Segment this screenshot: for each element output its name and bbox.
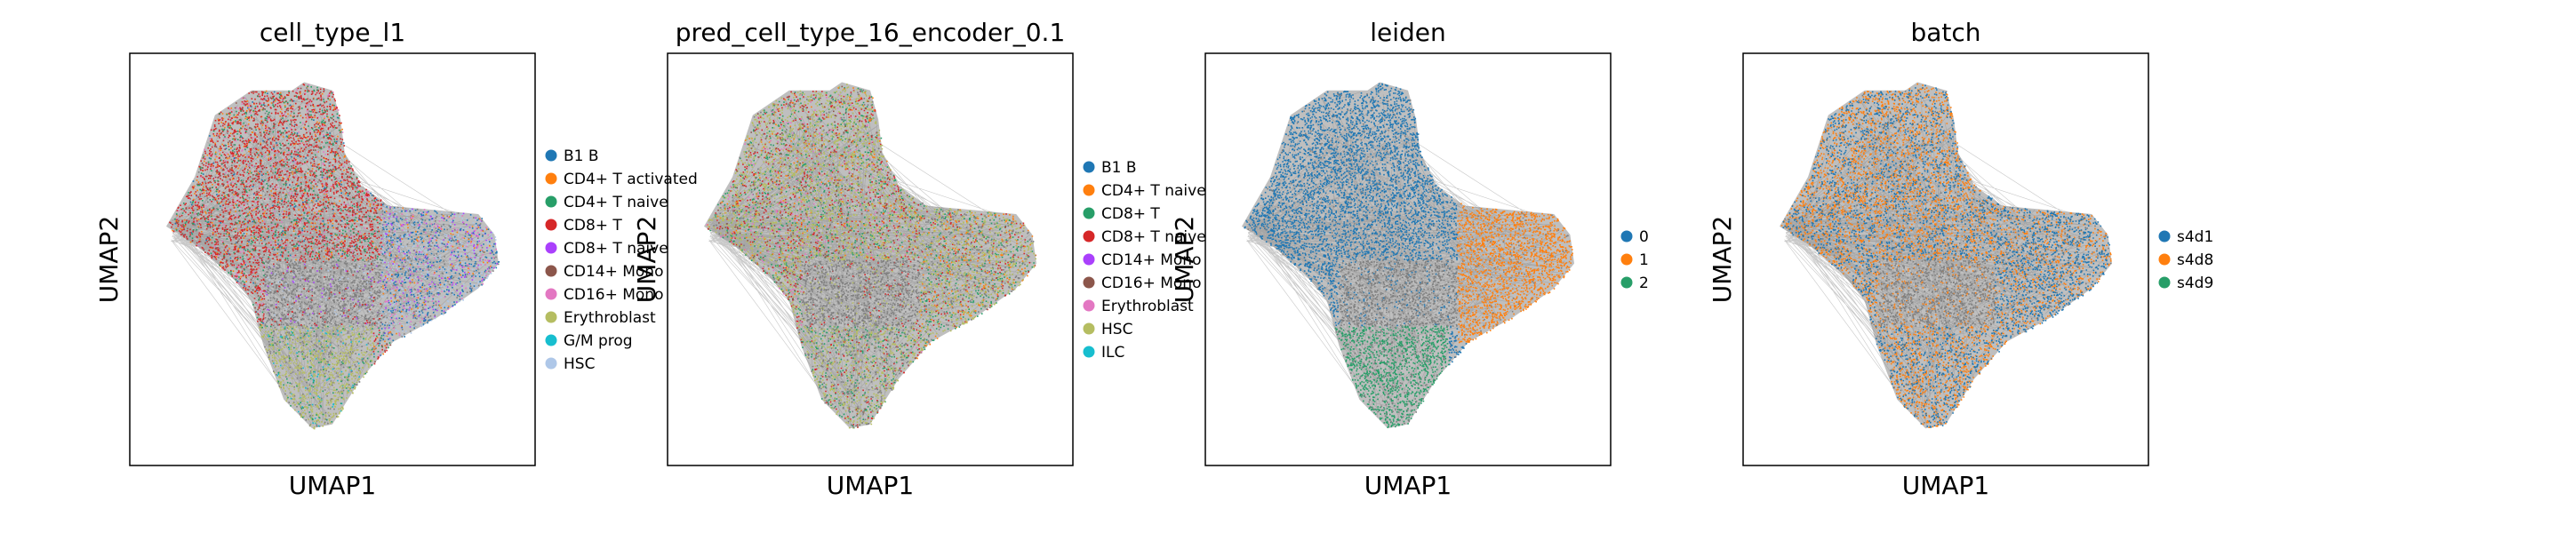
legend-label: CD4+ T activated (564, 171, 698, 188)
legend-marker (1620, 276, 1633, 289)
legend: s4d1 s4d8 s4d9 (2158, 228, 2213, 292)
legend-marker (1083, 207, 1095, 219)
legend-marker (1083, 253, 1095, 266)
cell-points (707, 87, 1034, 360)
legend-label: 2 (1639, 274, 1649, 292)
legend-marker (545, 172, 557, 185)
legend-marker (1083, 299, 1095, 312)
plot-area (1780, 82, 2112, 429)
legend-label: CD16+ Mono (1101, 274, 1201, 292)
axes-frame (667, 52, 1074, 466)
legend-label: HSC (1101, 321, 1132, 338)
cell-points (172, 86, 492, 355)
legend-marker (1083, 184, 1095, 196)
legend-marker (545, 149, 557, 162)
panel-title: leiden (1370, 18, 1446, 47)
cell-points (267, 325, 368, 427)
legend-marker (545, 334, 557, 346)
legend-marker (1620, 230, 1633, 243)
legend-label: CD4+ T naive (564, 194, 668, 211)
legend-label: Erythroblast (564, 309, 656, 327)
legend-marker (545, 242, 557, 254)
legend: B1 B CD4+ T activated CD4+ T naive CD8+ T CD… (545, 147, 698, 373)
panel-title: batch (1910, 18, 1980, 47)
panel-leiden: leiden UMAP1 UMAP2 0 1 2 (1170, 18, 1649, 500)
legend-marker (2158, 276, 2171, 289)
y-axis-label: UMAP2 (632, 216, 661, 304)
y-axis-label: UMAP2 (1708, 216, 1737, 304)
legend-marker (1083, 161, 1095, 173)
x-axis-label: UMAP1 (1902, 471, 1990, 500)
legend-marker (545, 265, 557, 277)
embedding-underlay (1780, 82, 2112, 429)
legend-label: 1 (1639, 251, 1649, 269)
legend-label: CD8+ T naive (1101, 228, 1206, 246)
legend-label: CD14+ Mono (1101, 251, 1201, 269)
legend-label: CD8+ T (564, 217, 622, 235)
legend-label: B1 B (564, 147, 599, 165)
legend-marker (545, 288, 557, 300)
legend-label: s4d8 (2177, 251, 2213, 269)
legend-marker (545, 357, 557, 370)
cell-points (1456, 203, 1573, 344)
legend-label: CD8+ T naive (564, 240, 668, 258)
legend: 0 1 2 (1620, 228, 1649, 292)
plot-area (1242, 82, 1574, 429)
legend-label: HSC (564, 355, 595, 373)
legend-marker (2158, 253, 2171, 266)
legend-marker (1083, 346, 1095, 358)
plot-area (704, 82, 1036, 429)
axes-frame (1742, 52, 2149, 466)
legend-label: CD16+ Mono (564, 286, 663, 304)
legend-marker (545, 311, 557, 323)
legend-label: CD4+ T naive (1101, 182, 1206, 200)
legend-label: G/M prog (564, 332, 633, 350)
panel-title: pred_cell_type_16_encoder_0.1 (676, 18, 1066, 47)
panel-cell-type-l1: cell_type_l1 UMAP1 UMAP2 B1 B CD4+ T acti… (94, 18, 698, 500)
x-axis-label: UMAP1 (827, 471, 915, 500)
legend-marker (545, 219, 557, 231)
plot-area (166, 82, 500, 430)
x-axis-label: UMAP1 (289, 471, 377, 500)
cell-points (175, 87, 392, 363)
legend-marker (1083, 230, 1095, 243)
legend-marker (1083, 276, 1095, 289)
embedding-underlay (1242, 82, 1574, 429)
legend-label: Erythroblast (1101, 298, 1194, 315)
y-axis-label: UMAP2 (1170, 216, 1199, 304)
legend-label: CD8+ T (1101, 205, 1160, 223)
axes-frame (1204, 52, 1612, 466)
legend-label: 0 (1639, 228, 1649, 246)
legend-marker (1620, 253, 1633, 266)
cell-points (1334, 325, 1450, 428)
legend-label: s4d9 (2177, 274, 2213, 292)
legend-label: CD14+ Mono (564, 263, 663, 281)
panel-title: cell_type_l1 (260, 18, 405, 47)
legend-marker (1083, 322, 1095, 335)
legend-marker (2158, 230, 2171, 243)
cell-points (707, 84, 1036, 429)
cell-points (169, 84, 388, 365)
panel-pred-cell-type: pred_cell_type_16_encoder_0.1 UMAP1 UMAP… (632, 18, 1206, 500)
legend-label: B1 B (1101, 159, 1137, 177)
axes-frame (129, 52, 536, 466)
x-axis-label: UMAP1 (1364, 471, 1452, 500)
legend: B1 B CD4+ T naive CD8+ T CD8+ T naive CD14+ … (1083, 159, 1206, 362)
y-axis-label: UMAP2 (94, 216, 124, 304)
legend-marker (545, 195, 557, 208)
legend-label: ILC (1101, 344, 1124, 362)
panel-batch: batch UMAP1 UMAP2 s4d1 s4d8 s4d9 (1708, 18, 2213, 500)
legend-label: s4d1 (2177, 228, 2213, 246)
